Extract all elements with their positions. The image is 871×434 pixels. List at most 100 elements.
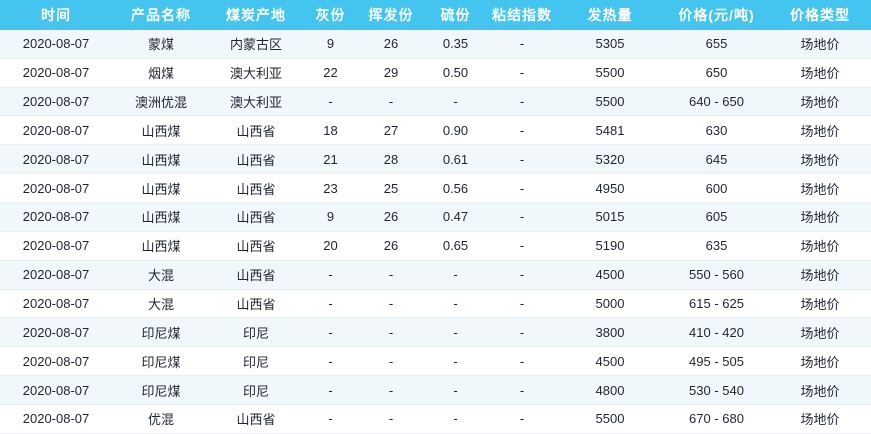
header-cell: 灰份 [302,0,359,30]
table-cell: 650 [664,58,769,88]
table-cell: 山西煤 [112,231,210,261]
table-cell: - [302,317,359,348]
table-cell: 21 [302,144,359,175]
table-cell: 655 [664,30,769,59]
table-cell: 0.47 [423,202,488,232]
table-cell: 495 - 505 [664,346,769,377]
table-cell: 25 [359,173,423,203]
header-cell: 粘结指数 [488,0,556,30]
table-cell: - [302,375,359,405]
table-cell: - [423,87,488,117]
table-cell: - [488,231,556,261]
table-cell: 澳大利亚 [210,58,302,88]
table-cell: - [423,346,488,377]
table-cell: 2020-08-07 [0,346,112,377]
table-cell: 印尼 [210,375,302,405]
table-cell: 640 - 650 [664,87,769,117]
table-cell: 山西煤 [112,173,210,203]
table-cell: 26 [359,30,423,59]
table-cell: 烟煤 [112,58,210,88]
table-cell: - [423,289,488,319]
header-cell: 挥发份 [359,0,423,30]
table-cell: 5000 [556,289,664,319]
table-cell: 场地价 [769,173,871,203]
table-cell: 2020-08-07 [0,202,112,232]
table-cell: 5500 [556,58,664,88]
table-cell: 场地价 [769,289,871,319]
table-cell: 615 - 625 [664,289,769,319]
table-cell: 5190 [556,231,664,261]
table-row: 2020-08-07 大混 山西省 - - - -5000 615 - 625 场地价 [0,289,871,319]
table-cell: 2020-08-07 [0,375,112,405]
table-cell: 印尼煤 [112,375,210,405]
table-cell: 550 - 560 [664,260,769,290]
table-cell: 蒙煤 [112,30,210,59]
table-cell: - [423,260,488,290]
table-cell: 0.61 [423,144,488,175]
table-cell: 山西省 [210,260,302,290]
table-cell: 4500 [556,260,664,290]
table-cell: - [488,260,556,290]
table-cell: - [302,289,359,319]
table-cell: 山西省 [210,231,302,261]
table-cell: 4500 [556,346,664,377]
header-cell: 发热量 [556,0,664,30]
table-cell: 26 [359,231,423,261]
table-cell: - [488,173,556,203]
table-cell: 20 [302,231,359,261]
table-row: 2020-08-07 蒙煤 内蒙古区 9 26 0.35-5305 655 场地价 [0,30,871,59]
header-row: 时间 产品名称 煤炭产地 灰份 挥发份 硫份 粘结指数 发热量 价格(元/吨) 价格类型 [0,0,871,30]
table-cell: 645 [664,144,769,175]
header-cell: 硫份 [423,0,488,30]
table-row: 2020-08-07 山西煤 山西省 23 25 0.56-4950 600 场地价 [0,173,871,203]
table-cell: 2020-08-07 [0,144,112,175]
table-cell: - [488,404,556,434]
table-cell: 5500 [556,404,664,434]
table-cell: 5481 [556,115,664,146]
table-cell: 场地价 [769,260,871,290]
table-cell: 场地价 [769,346,871,377]
table-cell: - [302,346,359,377]
table-cell: 0.65 [423,231,488,261]
table-cell: 印尼煤 [112,346,210,377]
table-cell: 场地价 [769,30,871,59]
table-cell: 2020-08-07 [0,231,112,261]
table-cell: 山西省 [210,144,302,175]
table-cell: - [488,30,556,59]
table-cell: - [423,317,488,348]
table-cell: 600 [664,173,769,203]
table-cell: 18 [302,115,359,146]
table-cell: - [359,346,423,377]
table-cell: 0.56 [423,173,488,203]
table-cell: 4800 [556,375,664,405]
table-cell: 23 [302,173,359,203]
table-cell: 优混 [112,404,210,434]
table-cell: 山西省 [210,404,302,434]
table-cell: 530 - 540 [664,375,769,405]
table-cell: - [488,87,556,117]
table-cell: 9 [302,202,359,232]
table-cell: - [359,375,423,405]
table-cell: 5305 [556,30,664,59]
table-cell: 场地价 [769,87,871,117]
header-cell: 产品名称 [112,0,210,30]
table-cell: 410 - 420 [664,317,769,348]
table-cell: 大混 [112,260,210,290]
table-row: 2020-08-07 山西煤 山西省 9 26 0.47-5015 605 场地价 [0,202,871,232]
table-row: 2020-08-07 大混 山西省 - - - -4500 550 - 560 场地价 [0,260,871,290]
table-cell: - [488,144,556,175]
table-cell: - [423,404,488,434]
table-cell: - [488,317,556,348]
table-cell: 山西省 [210,115,302,146]
table-cell: - [488,289,556,319]
table-cell: - [488,375,556,405]
table-cell: 0.90 [423,115,488,146]
table-cell: 场地价 [769,317,871,348]
table-row: 2020-08-07 印尼煤 印尼 - - - -3800 410 - 420 场地价 [0,317,871,348]
table-cell: - [302,260,359,290]
table-cell: - [488,58,556,88]
table-cell: - [359,87,423,117]
table-cell: 9 [302,30,359,59]
table-cell: 0.50 [423,58,488,88]
